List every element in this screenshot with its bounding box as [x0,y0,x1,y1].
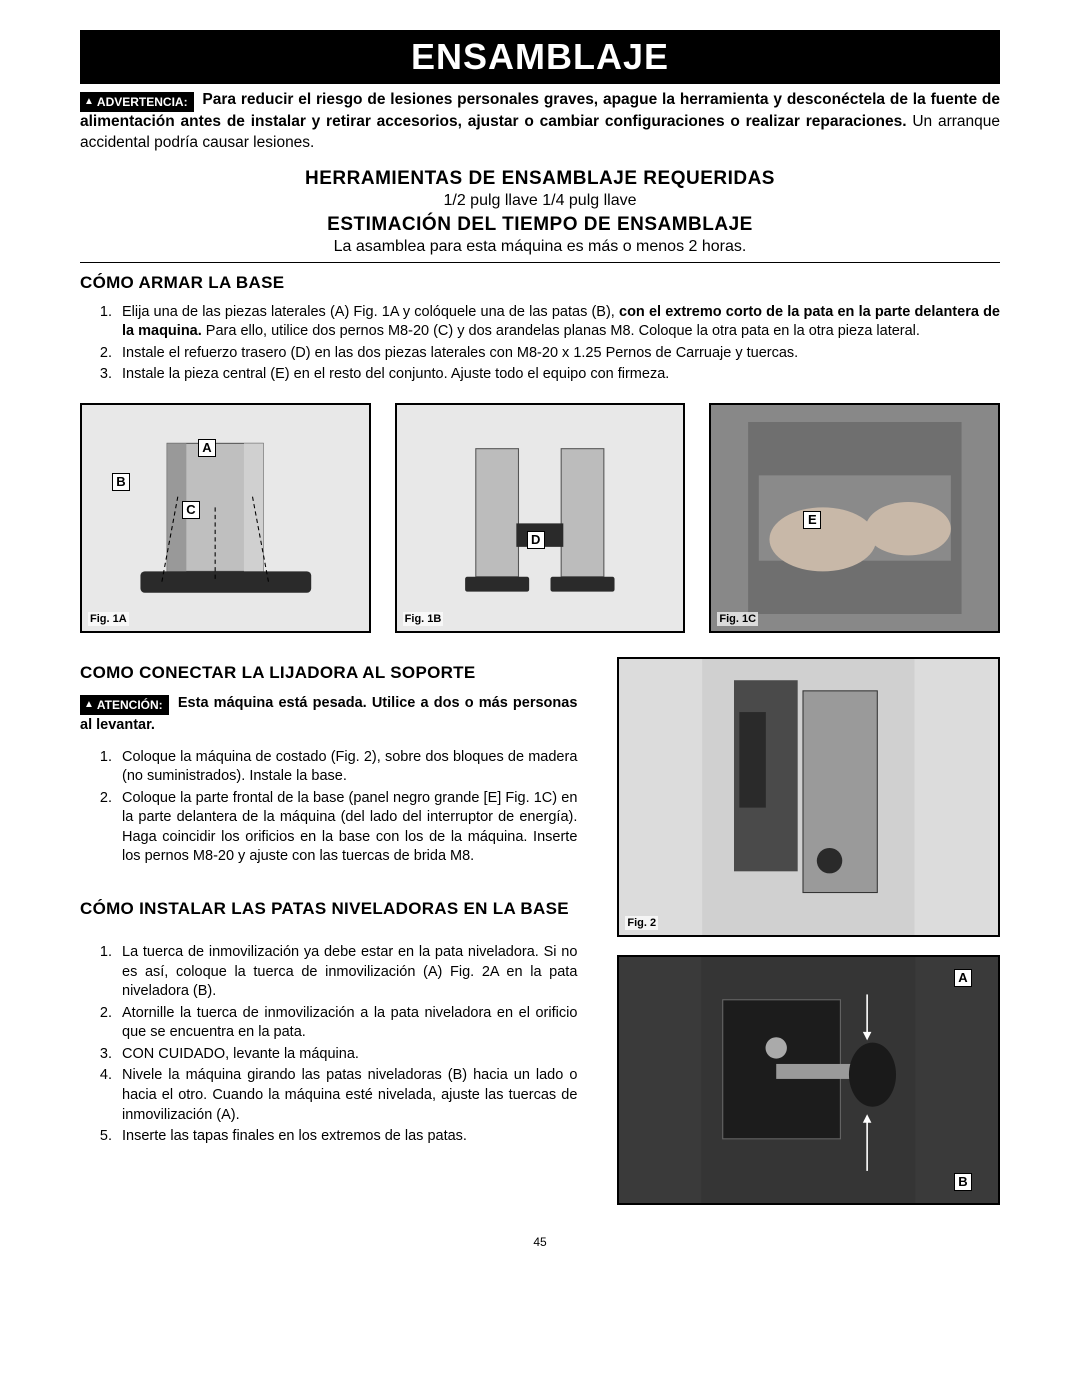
figure-caption: Fig. 1C [717,612,758,626]
figure-2: Fig. 2 [617,657,1000,937]
tools-line: 1/2 pulg llave 1/4 pulg llave [80,192,1000,210]
list-item: Atornille la tuerca de inmovilización a … [116,1004,577,1043]
level-heading: CÓMO INSTALAR LAS PATAS NIVELADORAS EN L… [80,899,577,919]
figure-1b-illustration [418,422,662,614]
list-item: Nivele la máquina girando las patas nive… [116,1066,577,1125]
tools-heading: HERRAMIENTAS DE ENSAMBLAJE REQUERIDAS [80,168,1000,190]
callout-b2: B [954,1173,972,1191]
warning-paragraph: ADVERTENCIA: Para reducir el riesgo de l… [80,90,1000,154]
connect-section: COMO CONECTAR LA LIJADORA AL SOPORTE ATE… [80,657,1000,1205]
page-title: ENSAMBLAJE [80,30,1000,84]
list-item: Instale el refuerzo trasero (D) en las d… [116,344,1000,364]
callout-d: D [527,531,545,549]
step-text: Instale el refuerzo trasero (D) en las d… [122,345,798,361]
time-heading: ESTIMACIÓN DEL TIEMPO DE ENSAMBLAJE [80,214,1000,236]
connect-heading: COMO CONECTAR LA LIJADORA AL SOPORTE [80,663,577,683]
list-item: Instale la pieza central (E) en el resto… [116,365,1000,385]
level-steps-list: La tuerca de inmovilización ya debe esta… [80,943,577,1147]
page-number: 45 [80,1235,1000,1249]
list-item: Coloque la máquina de costado (Fig. 2), … [116,748,577,787]
figure-1a-illustration [104,422,348,614]
figure-2a: A B [617,955,1000,1205]
step-text: Instale la pieza central (E) en el resto… [122,366,669,382]
warning-bold-text: Para reducir el riesgo de lesiones perso… [80,91,1000,130]
time-line: La asamblea para esta máquina es más o m… [80,238,1000,256]
callout-a2: A [954,969,972,987]
connect-steps-list: Coloque la máquina de costado (Fig. 2), … [80,748,577,867]
figure-caption: Fig. 2 [625,916,658,930]
figure-caption: Fig. 1B [403,612,444,626]
callout-b: B [112,473,130,491]
base-steps-list: Elija una de las piezas laterales (A) Fi… [80,303,1000,385]
atencion-icon: ATENCIÓN: [80,695,169,716]
divider [80,262,1000,263]
figure-row-1: A B C Fig. 1A D Fig. 1B E Fig. 1C [80,403,1000,633]
figure-1a: A B C Fig. 1A [80,403,371,633]
figure-1c: E Fig. 1C [709,403,1000,633]
list-item: Inserte las tapas finales en los extremo… [116,1127,577,1147]
list-item: CON CUIDADO, levante la máquina. [116,1045,577,1065]
figure-1b: D Fig. 1B [395,403,686,633]
warning-icon: ADVERTENCIA: [80,92,194,112]
step-text: Elija una de las piezas laterales (A) Fi… [122,304,619,320]
callout-e: E [803,511,821,529]
base-heading: CÓMO ARMAR LA BASE [80,273,1000,293]
callout-a: A [198,439,216,457]
atencion-paragraph: ATENCIÓN: Esta máquina está pesada. Util… [80,693,577,736]
figure-caption: Fig. 1A [88,612,129,626]
figure-2a-illustration [619,957,998,1203]
figure-2-illustration [619,659,998,935]
list-item: Coloque la parte frontal de la base (pan… [116,789,577,867]
figure-1c-illustration [733,422,977,614]
callout-c: C [182,501,200,519]
list-item: La tuerca de inmovilización ya debe esta… [116,943,577,1002]
list-item: Elija una de las piezas laterales (A) Fi… [116,303,1000,342]
step-text: Para ello, utilice dos pernos M8-20 (C) … [202,323,920,339]
